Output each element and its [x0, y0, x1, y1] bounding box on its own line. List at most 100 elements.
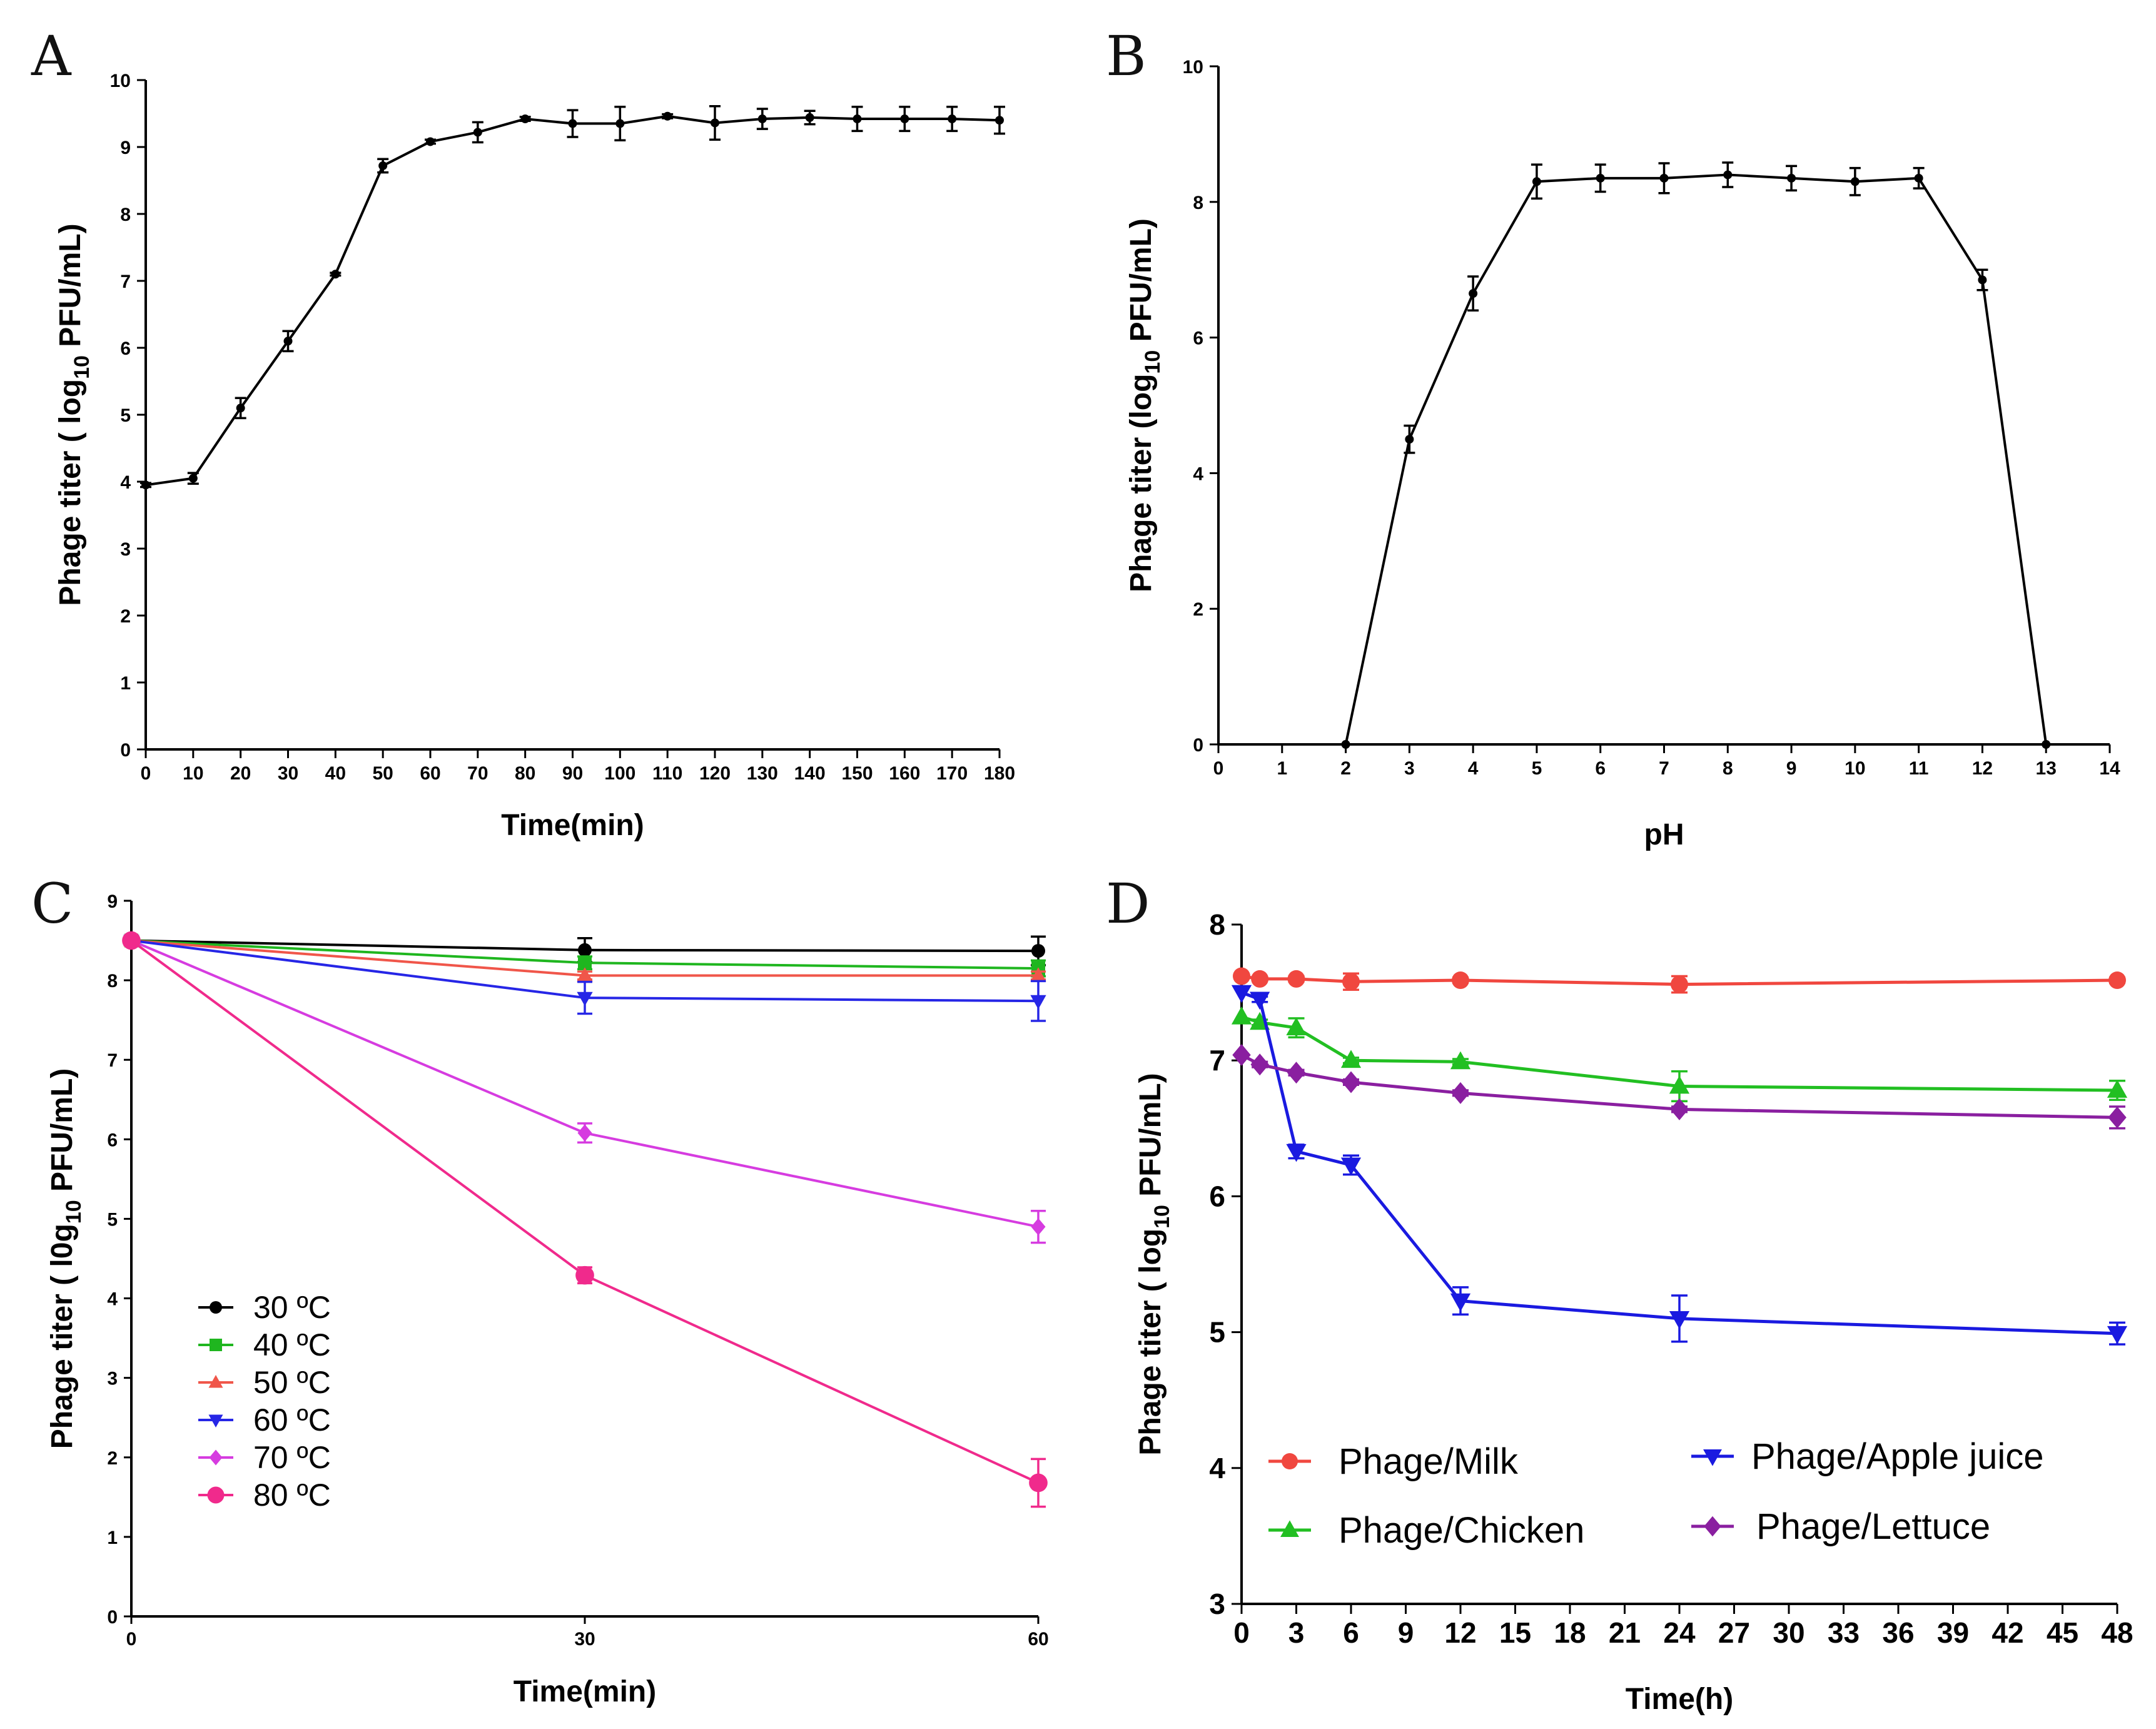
data-point-d-phage-lettuce: [2108, 1106, 2127, 1128]
legend-marker-d-phage-milk: [1282, 1453, 1298, 1469]
x-tick-label-b: 14: [2099, 758, 2120, 779]
y-tick-label-c: 8: [107, 971, 118, 991]
legend-marker-d-phage-apple-juice: [1703, 1449, 1722, 1466]
data-point-b-phage: [1914, 173, 1923, 183]
x-tick-label-b: 4: [1468, 758, 1479, 779]
data-point-c-60-c: [1030, 995, 1046, 1010]
data-point-c-70-c: [577, 1124, 592, 1142]
y-tick-label-b: 4: [1193, 464, 1203, 484]
y-tick-label-b: 2: [1193, 599, 1203, 620]
legend-marker-d-phage-lettuce: [1704, 1516, 1721, 1537]
x-tick-label-a: 150: [841, 763, 873, 784]
data-point-d-phage-chicken: [1231, 1006, 1252, 1025]
x-tick-label-a: 130: [747, 763, 778, 784]
data-point-c-40-c: [578, 956, 592, 970]
data-point-a-phage: [473, 128, 482, 137]
y-tick-label-b: 6: [1193, 328, 1203, 349]
series-line-b-phage: [1344, 173, 2048, 745]
data-point-d-phage-apple-juice: [1669, 1311, 1690, 1329]
data-point-b-phage: [1659, 173, 1669, 183]
y-tick-label-d: 3: [1209, 1588, 1225, 1620]
data-point-d-phage-milk: [1233, 967, 1250, 985]
y-tick-label-d: 5: [1209, 1316, 1225, 1349]
data-point-b-phage: [1405, 435, 1414, 444]
x-tick-label-a: 110: [652, 763, 682, 784]
x-tick-label-d: 21: [1609, 1616, 1641, 1649]
data-point-a-phage: [141, 480, 150, 490]
data-point-d-phage-chicken: [1669, 1075, 1690, 1094]
x-tick-label-b: 5: [1532, 758, 1542, 779]
data-point-a-phage: [568, 119, 577, 128]
x-tick-label-c: 0: [126, 1629, 137, 1650]
x-tick-label-a: 90: [562, 763, 583, 784]
y-tick-label-a: 8: [120, 205, 131, 225]
y-tick-label-d: 6: [1209, 1180, 1225, 1212]
legend-label-c-70-c: 70 ºC: [253, 1440, 331, 1475]
x-axis-title-a: Time(min): [501, 809, 644, 842]
data-point-b-phage: [1532, 177, 1541, 186]
x-tick-label-b: 13: [2036, 758, 2057, 779]
data-point-a-phage: [663, 111, 672, 121]
data-point-d-phage-chicken: [1450, 1051, 1471, 1070]
x-tick-label-d: 33: [1828, 1616, 1860, 1649]
x-tick-label-a: 120: [699, 763, 731, 784]
y-tick-label-a: 2: [120, 606, 131, 627]
data-point-c-80-c: [122, 931, 141, 950]
series-line-a-phage: [145, 114, 1000, 487]
x-tick-label-b: 10: [1845, 758, 1865, 779]
data-point-a-phage: [757, 114, 767, 124]
chart-panel-a: 0 10 20 30 40 50 60 70 80 90 100 110 120 130 140 150 160…: [54, 71, 1015, 842]
data-point-d-phage-milk: [1671, 975, 1688, 993]
y-tick-label-d: 4: [1209, 1452, 1225, 1484]
panel-letter-a: A: [31, 24, 72, 88]
data-point-d-phage-milk: [1452, 971, 1469, 990]
data-point-d-phage-chicken: [1286, 1017, 1307, 1035]
data-point-d-phage-lettuce: [1287, 1062, 1306, 1084]
x-tick-label-d: 48: [2101, 1616, 2133, 1649]
data-point-d-phage-apple-juice: [1231, 985, 1252, 1003]
data-point-d-phage-milk: [1287, 970, 1305, 988]
data-point-d-phage-apple-juice: [1450, 1293, 1471, 1312]
series-line-c-80-c: [130, 939, 1039, 1484]
data-point-a-phage: [805, 113, 814, 122]
y-tick-label-a: 3: [120, 539, 131, 560]
series-line-d-phage-apple-juice: [1241, 991, 2118, 1336]
x-tick-label-a: 100: [604, 763, 635, 784]
data-point-d-phage-chicken: [2107, 1080, 2128, 1098]
data-point-a-phage: [520, 114, 530, 124]
data-point-d-phage-lettuce: [1232, 1044, 1251, 1067]
x-tick-label-b: 9: [1786, 758, 1797, 779]
x-tick-label-d: 45: [2047, 1616, 2078, 1649]
data-point-d-phage-apple-juice: [1250, 991, 1270, 1010]
y-tick-label-c: 6: [107, 1130, 118, 1150]
x-tick-label-d: 12: [1444, 1616, 1476, 1649]
x-tick-label-a: 40: [325, 763, 346, 784]
y-tick-label-d: 7: [1209, 1044, 1225, 1077]
data-point-a-phage: [426, 137, 435, 146]
data-point-a-phage: [188, 474, 198, 483]
data-point-a-phage: [615, 119, 625, 128]
y-tick-label-c: 1: [107, 1528, 118, 1548]
panel-letter-d: D: [1106, 871, 1150, 936]
data-point-c-30-c: [1031, 944, 1045, 958]
y-tick-label-c: 5: [107, 1209, 118, 1230]
data-point-c-30-c: [578, 943, 592, 957]
legend-marker-c-60-c: [208, 1414, 223, 1427]
x-tick-label-d: 24: [1663, 1616, 1696, 1649]
x-tick-label-d: 6: [1343, 1616, 1359, 1649]
data-point-a-phage: [995, 116, 1004, 125]
data-point-a-phage: [853, 114, 862, 124]
x-tick-label-a: 170: [936, 763, 968, 784]
y-tick-label-b: 10: [1183, 57, 1203, 78]
data-point-c-70-c: [1031, 1218, 1046, 1235]
legend-label-d-phage-lettuce: Phage/Lettuce: [1756, 1506, 1990, 1547]
x-axis-title-d: Time(h): [1626, 1683, 1733, 1716]
y-axis-title-d: Phage titer ( log10 PFU/mL): [1134, 1073, 1174, 1455]
y-tick-label-c: 7: [107, 1050, 118, 1071]
data-point-c-50-c: [577, 967, 593, 981]
legend-marker-c-50-c: [208, 1375, 223, 1388]
data-point-d-phage-apple-juice: [1286, 1143, 1307, 1162]
y-axis-title-b: Phage titer (log10 PFU/mL): [1125, 218, 1165, 592]
data-point-d-phage-apple-juice: [2107, 1326, 2128, 1344]
